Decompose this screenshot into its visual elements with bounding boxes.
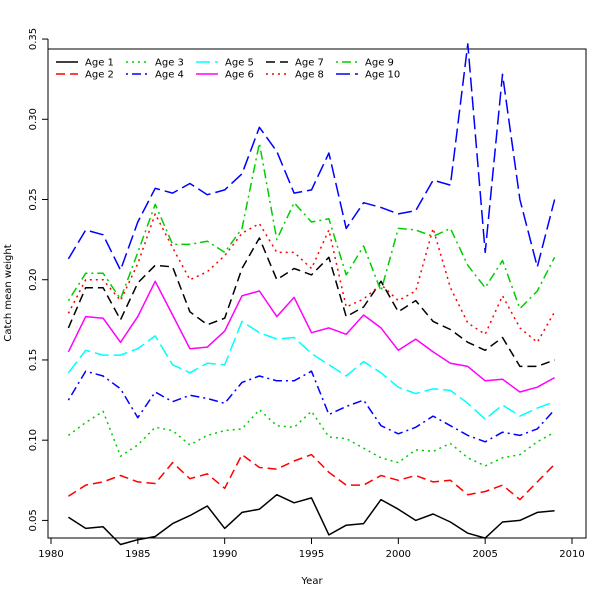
legend-label: Age 1 <box>85 58 114 69</box>
y-tick-label: 0.30 <box>28 108 39 130</box>
series-line-age-6 <box>67 280 555 393</box>
legend-label: Age 4 <box>155 70 184 81</box>
legend-label: Age 8 <box>295 70 324 81</box>
y-axis-title: Catch mean weight <box>3 244 14 341</box>
x-tick-label: 2000 <box>386 549 411 560</box>
legend-label: Age 6 <box>225 70 254 81</box>
y-tick-label: 0.10 <box>28 429 39 451</box>
series-line-age-4 <box>67 370 556 443</box>
x-axis: 1980 1985 1990 1995 2000 2005 2010 <box>38 537 585 560</box>
series-line-age-10 <box>67 43 556 271</box>
legend-label: Age 2 <box>85 70 114 81</box>
y-tick-label: 0.05 <box>28 509 39 531</box>
legend-label: Age 3 <box>155 58 184 69</box>
series-layer <box>67 43 556 546</box>
y-tick-label: 0.25 <box>28 188 39 210</box>
x-tick-label: 2005 <box>472 549 497 560</box>
series-line-age-8 <box>67 213 556 344</box>
series-line-age-9 <box>67 142 556 310</box>
x-axis-title: Year <box>300 576 323 587</box>
legend-label: Age 9 <box>365 58 394 69</box>
y-tick-label: 0.20 <box>28 269 39 291</box>
x-tick-label: 1990 <box>212 549 237 560</box>
series-line-age-1 <box>67 493 555 546</box>
series-line-age-2 <box>67 453 556 501</box>
x-tick-label: 1985 <box>125 549 150 560</box>
x-tick-label: 2010 <box>559 549 584 560</box>
plot-frame <box>47 48 587 539</box>
y-tick-label: 0.35 <box>28 28 39 50</box>
legend-label: Age 7 <box>295 58 324 69</box>
series-line-age-7 <box>67 237 555 368</box>
series-line-age-5 <box>67 320 555 421</box>
series-line-age-3 <box>67 408 555 467</box>
y-axis: 0.05 0.10 0.15 0.20 0.25 0.30 0.35 <box>28 28 49 532</box>
legend-label: Age 10 <box>365 70 400 81</box>
y-tick-label: 0.15 <box>28 349 39 371</box>
legend-label: Age 5 <box>225 58 254 69</box>
x-tick-label: 1995 <box>299 549 324 560</box>
x-tick-label: 1980 <box>38 549 63 560</box>
